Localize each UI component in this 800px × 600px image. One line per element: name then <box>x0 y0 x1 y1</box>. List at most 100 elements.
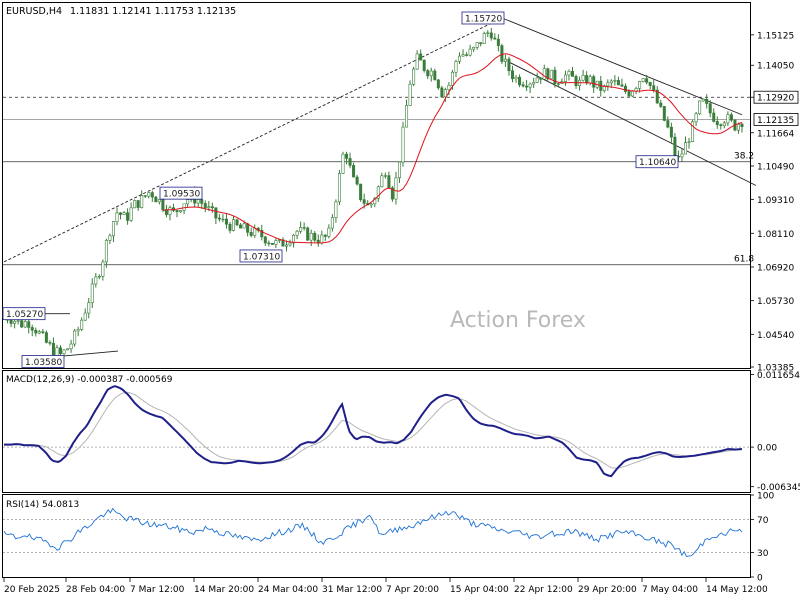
rsi-tick-label-0: 100 <box>757 492 774 502</box>
candle-body <box>729 114 733 121</box>
candle-body <box>722 122 726 126</box>
rising-trendline <box>3 17 503 263</box>
candle-body <box>203 203 207 208</box>
swing-label-1: 1.09530 <box>163 190 200 200</box>
candle-body <box>154 196 158 203</box>
candle-body <box>726 114 730 124</box>
candle-body <box>157 199 161 203</box>
candle-body <box>454 61 458 73</box>
price-tick-label-2: 1.12920 <box>757 94 794 104</box>
macd-layer <box>3 385 750 478</box>
candle-body <box>563 74 567 82</box>
candle-body <box>715 121 719 125</box>
candle-body <box>447 85 451 90</box>
candle-body <box>673 136 677 157</box>
current-price-box <box>753 113 799 126</box>
candle-body <box>345 153 349 159</box>
chart-header-symbol: EURUSD,H4 <box>6 6 62 17</box>
candle-body <box>97 276 101 278</box>
candle-body <box>482 33 486 44</box>
candle-body <box>101 261 105 277</box>
candle-body <box>740 123 744 128</box>
candle-body <box>299 227 303 232</box>
candle-body <box>539 77 543 80</box>
candle-body <box>553 69 557 84</box>
candle-body <box>376 186 380 199</box>
candle-body <box>242 223 246 229</box>
candle-body <box>48 342 52 344</box>
price-tick-label-9: 1.04540 <box>757 331 794 341</box>
candle-body <box>76 329 80 332</box>
price-tick-label-7: 1.06920 <box>757 263 794 273</box>
candle-body <box>450 71 454 86</box>
candle-body <box>458 55 462 62</box>
candle-body <box>302 227 306 229</box>
candle-body <box>235 219 239 226</box>
time-tick-label-2: 7 Mar 12:00 <box>130 585 185 595</box>
candle-body <box>493 37 497 40</box>
candle-body <box>528 83 532 88</box>
candle-body <box>334 201 338 218</box>
macd-panel-frame <box>2 370 751 493</box>
candle-body <box>394 177 398 200</box>
candle-body <box>228 223 232 231</box>
candle-body <box>133 200 137 209</box>
time-tick-label-7: 15 Apr 04:00 <box>450 585 509 595</box>
rsi-layer <box>3 507 750 558</box>
candle-body <box>390 187 394 200</box>
swing-label-3: 1.05270 <box>6 310 43 320</box>
candle-body <box>521 84 525 87</box>
candle-body <box>147 192 151 197</box>
swing-label-box-5 <box>635 155 679 169</box>
candle-body <box>574 76 578 87</box>
candle-body <box>518 76 522 86</box>
candle-body <box>680 153 684 158</box>
time-tick-label-6: 7 Apr 20:00 <box>386 585 439 595</box>
candle-body <box>108 235 112 241</box>
candle-body <box>232 219 236 231</box>
candle-body <box>23 321 27 328</box>
price-tick-label-3: 1.11664 <box>757 129 794 139</box>
candle-body <box>652 85 656 91</box>
candle-body <box>546 68 550 80</box>
rsi-tick-label-1: 70 <box>757 516 769 526</box>
candle-body <box>475 42 479 48</box>
candle-body <box>207 206 211 208</box>
channel-upper-line <box>501 17 743 116</box>
candle-body <box>306 227 310 241</box>
candle-body <box>30 327 34 331</box>
candle-body <box>327 227 331 237</box>
candle-body <box>503 58 507 62</box>
candle-body <box>436 79 440 89</box>
moving-average-line <box>162 53 743 244</box>
candle-body <box>143 195 147 197</box>
candle-body <box>260 230 264 238</box>
candle-body <box>221 218 225 221</box>
candle-body <box>224 218 228 225</box>
candle-body <box>655 89 659 104</box>
candle-body <box>510 70 514 80</box>
candle-body <box>669 126 673 138</box>
candle-body <box>556 83 560 85</box>
current-price-label: 1.12135 <box>757 116 794 126</box>
candle-body <box>122 212 126 215</box>
time-tick-label-0: 20 Feb 2025 <box>4 585 60 595</box>
candle-body <box>323 234 327 237</box>
macd-label: MACD(12,26,9) -0.000387 -0.000569 <box>6 375 173 385</box>
candle-body <box>249 232 253 236</box>
candle-body <box>94 276 98 285</box>
candle-body <box>525 85 529 88</box>
candle-body <box>500 45 504 62</box>
candle-body <box>701 98 705 102</box>
candle-body <box>55 347 59 356</box>
candle-body <box>267 242 271 245</box>
swing-label-box-1 <box>159 186 203 200</box>
macd-line <box>4 385 743 478</box>
fib-label-0: 38.2 <box>734 152 754 162</box>
candle-body <box>415 53 419 70</box>
swing-label-box-4 <box>21 355 65 368</box>
macd-tick-label-1: 0.00 <box>757 444 777 454</box>
candle-body <box>401 126 405 163</box>
candle-body <box>80 319 84 330</box>
candle-body <box>684 142 688 155</box>
